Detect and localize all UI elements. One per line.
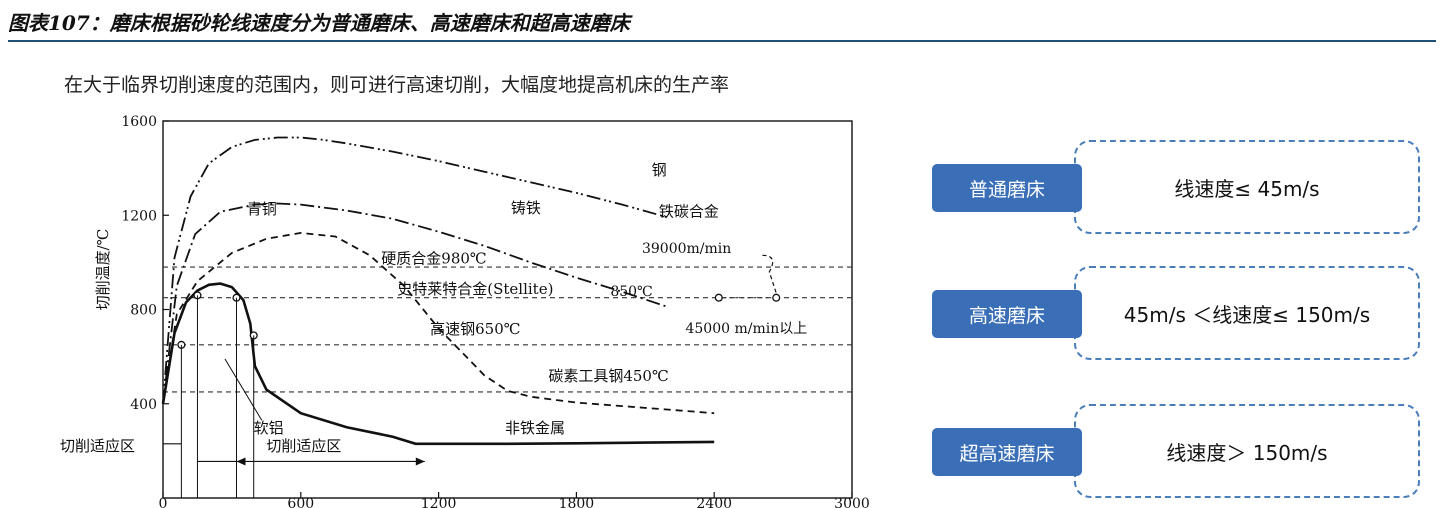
figure-title: 图表107：磨床根据砂轮线速度分为普通磨床、高速磨床和超高速磨床	[8, 11, 630, 35]
speed-range-high-speed: 45m/s ＜线速度≤ 150m/s	[1074, 266, 1420, 360]
label-ultra-high-speed-grinder: 超高速磨床	[932, 428, 1082, 476]
arrowhead-left	[236, 457, 246, 466]
series-line-2	[162, 231, 715, 415]
connector-39000	[762, 254, 777, 294]
speed-range-ultra-high-speed: 线速度＞ 150m/s	[1074, 404, 1420, 498]
label-iron-carbon: 铁碳合金	[659, 202, 719, 220]
label-normal-grinder: 普通磨床	[932, 164, 1082, 212]
curve-marker-4	[714, 293, 723, 302]
x-tick-label-4: 2400	[696, 496, 732, 508]
label-soft-aluminum: 软铝	[254, 419, 284, 437]
classification-row-normal: 线速度≤ 45m/s 普通磨床	[932, 140, 1422, 236]
x-tick-label-5: 3000	[834, 496, 870, 508]
y-axis-label: 切削温度/℃	[94, 229, 112, 311]
label-steel: 钢	[652, 161, 667, 179]
y-tick-label-2: 1200	[121, 208, 157, 224]
y-tick-label-0: 400	[130, 397, 157, 413]
label-cast-iron: 铸铁	[511, 199, 541, 217]
label-speed-39000: 39000m/min	[642, 241, 731, 257]
label-cut-zone-left: 切削适应区	[60, 437, 135, 455]
curve-marker-5	[772, 293, 781, 302]
series-line-0	[162, 136, 669, 404]
classification-row-ultra-high-speed: 线速度＞ 150m/s 超高速磨床	[932, 404, 1422, 500]
chart-subtitle: 在大于临界切削速度的范围内，则可进行高速切削，大幅度地提高机床的生产率	[64, 74, 730, 96]
label-bronze: 青铜	[247, 200, 277, 218]
label-carbon-tool-steel: 碳素工具钢450℃	[548, 367, 668, 385]
series-line-1	[162, 202, 669, 404]
series-line-3	[161, 282, 715, 446]
speed-range-normal: 线速度≤ 45m/s	[1074, 140, 1420, 234]
x-tick-label-0: 0	[159, 496, 168, 508]
label-hss: 高速钢650℃	[430, 320, 520, 338]
label-cut-zone-right: 切削适应区	[266, 437, 341, 455]
x-tick-label-3: 1800	[559, 496, 595, 508]
label-carbide: 硬质合金980℃	[381, 250, 486, 268]
y-tick-label-1: 800	[130, 303, 157, 319]
x-tick-label-1: 600	[287, 496, 314, 508]
label-speed-45000: 45000 m/min以上	[685, 321, 807, 337]
x-tick-label-2: 1200	[421, 496, 457, 508]
label-high-speed-grinder: 高速磨床	[932, 290, 1082, 338]
label-stellite: 史特莱特合金(Stellite)	[397, 280, 553, 298]
classification-row-high-speed: 45m/s ＜线速度≤ 150m/s 高速磨床	[932, 266, 1422, 362]
soft-al-leader	[224, 358, 263, 421]
y-tick-label-3: 1600	[121, 114, 157, 130]
arrowhead-right	[415, 457, 425, 466]
label-temp-850: 850℃	[610, 284, 652, 300]
label-nonferrous: 非铁金属	[505, 419, 565, 437]
title-divider	[8, 40, 1436, 42]
temperature-speed-chart: 0 600 1200 1800 2400 3000 400 800 1200 1600 切削温度/℃…	[60, 114, 870, 508]
